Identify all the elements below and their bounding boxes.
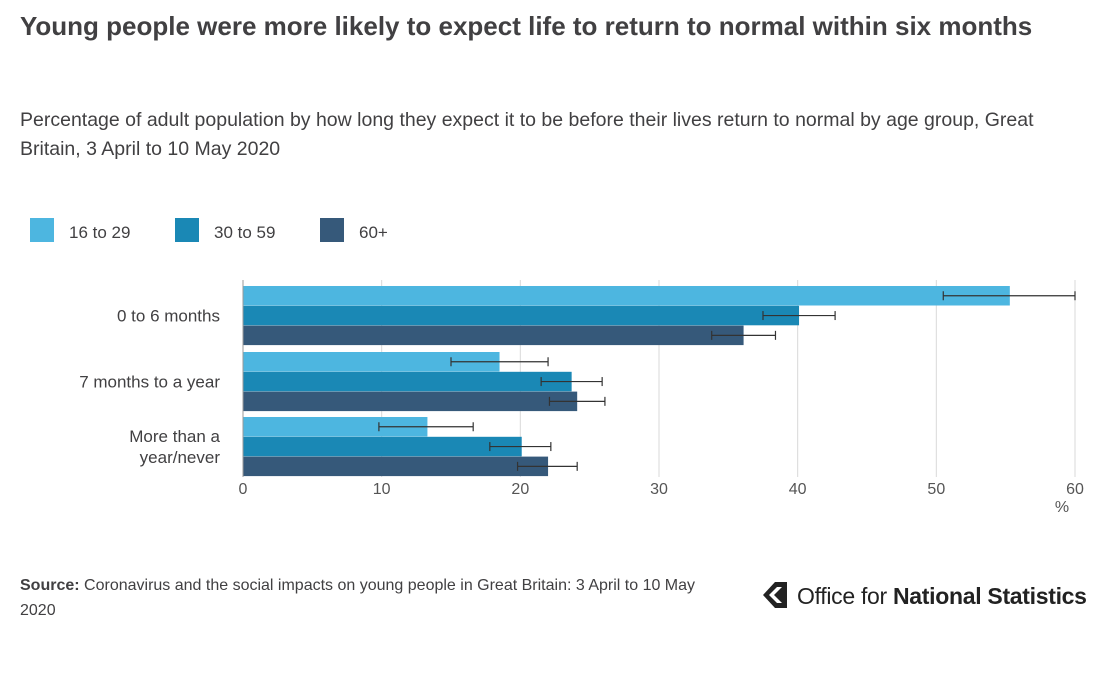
ons-logo-text: Office for National Statistics	[797, 581, 1087, 611]
ons-logo-text-bold: National Statistics	[892, 583, 1087, 609]
legend-swatch-16-to-29	[30, 218, 54, 242]
bar	[243, 391, 578, 412]
ons-logo-text-regular: Office for	[797, 583, 893, 609]
legend-swatch-30-to-59	[175, 218, 199, 242]
legend-label-16-to-29: 16 to 29	[69, 223, 131, 242]
bar	[243, 417, 428, 437]
legend-label-30-to-59: 30 to 59	[214, 223, 276, 242]
bar	[243, 325, 744, 346]
source-label: Source:	[20, 577, 80, 594]
bar	[243, 436, 522, 457]
x-tick-label: 0	[239, 481, 248, 498]
x-tick-label: 60	[1066, 481, 1084, 498]
category-label: 7 months to a year	[79, 373, 220, 392]
x-tick-label: 20	[511, 481, 529, 498]
x-tick-label: 40	[789, 481, 807, 498]
category-label: More than a	[129, 427, 220, 446]
x-tick-label: 10	[373, 481, 391, 498]
source-note: Source: Coronavirus and the social impac…	[20, 573, 720, 623]
chart-title: Young people were more likely to expect …	[20, 11, 1033, 41]
bar	[243, 456, 549, 477]
bar	[243, 286, 1010, 306]
bar	[243, 371, 572, 392]
legend-label-60-plus: 60+	[359, 223, 388, 242]
x-unit-label: %	[1055, 499, 1069, 516]
x-tick-label: 50	[927, 481, 945, 498]
legend-swatch-60-plus	[320, 218, 344, 242]
bar	[243, 305, 800, 326]
x-tick-label: 30	[650, 481, 668, 498]
bar	[243, 352, 500, 372]
chart-subtitle: Percentage of adult population by how lo…	[20, 109, 1034, 160]
ons-logo-icon	[763, 582, 787, 608]
category-label: 0 to 6 months	[117, 307, 220, 326]
bar-chart: 0 to 6 months 7 months to a year More than…	[79, 280, 1084, 516]
source-text: Coronavirus and the social impacts on yo…	[20, 577, 696, 619]
category-label: year/never	[140, 448, 221, 467]
